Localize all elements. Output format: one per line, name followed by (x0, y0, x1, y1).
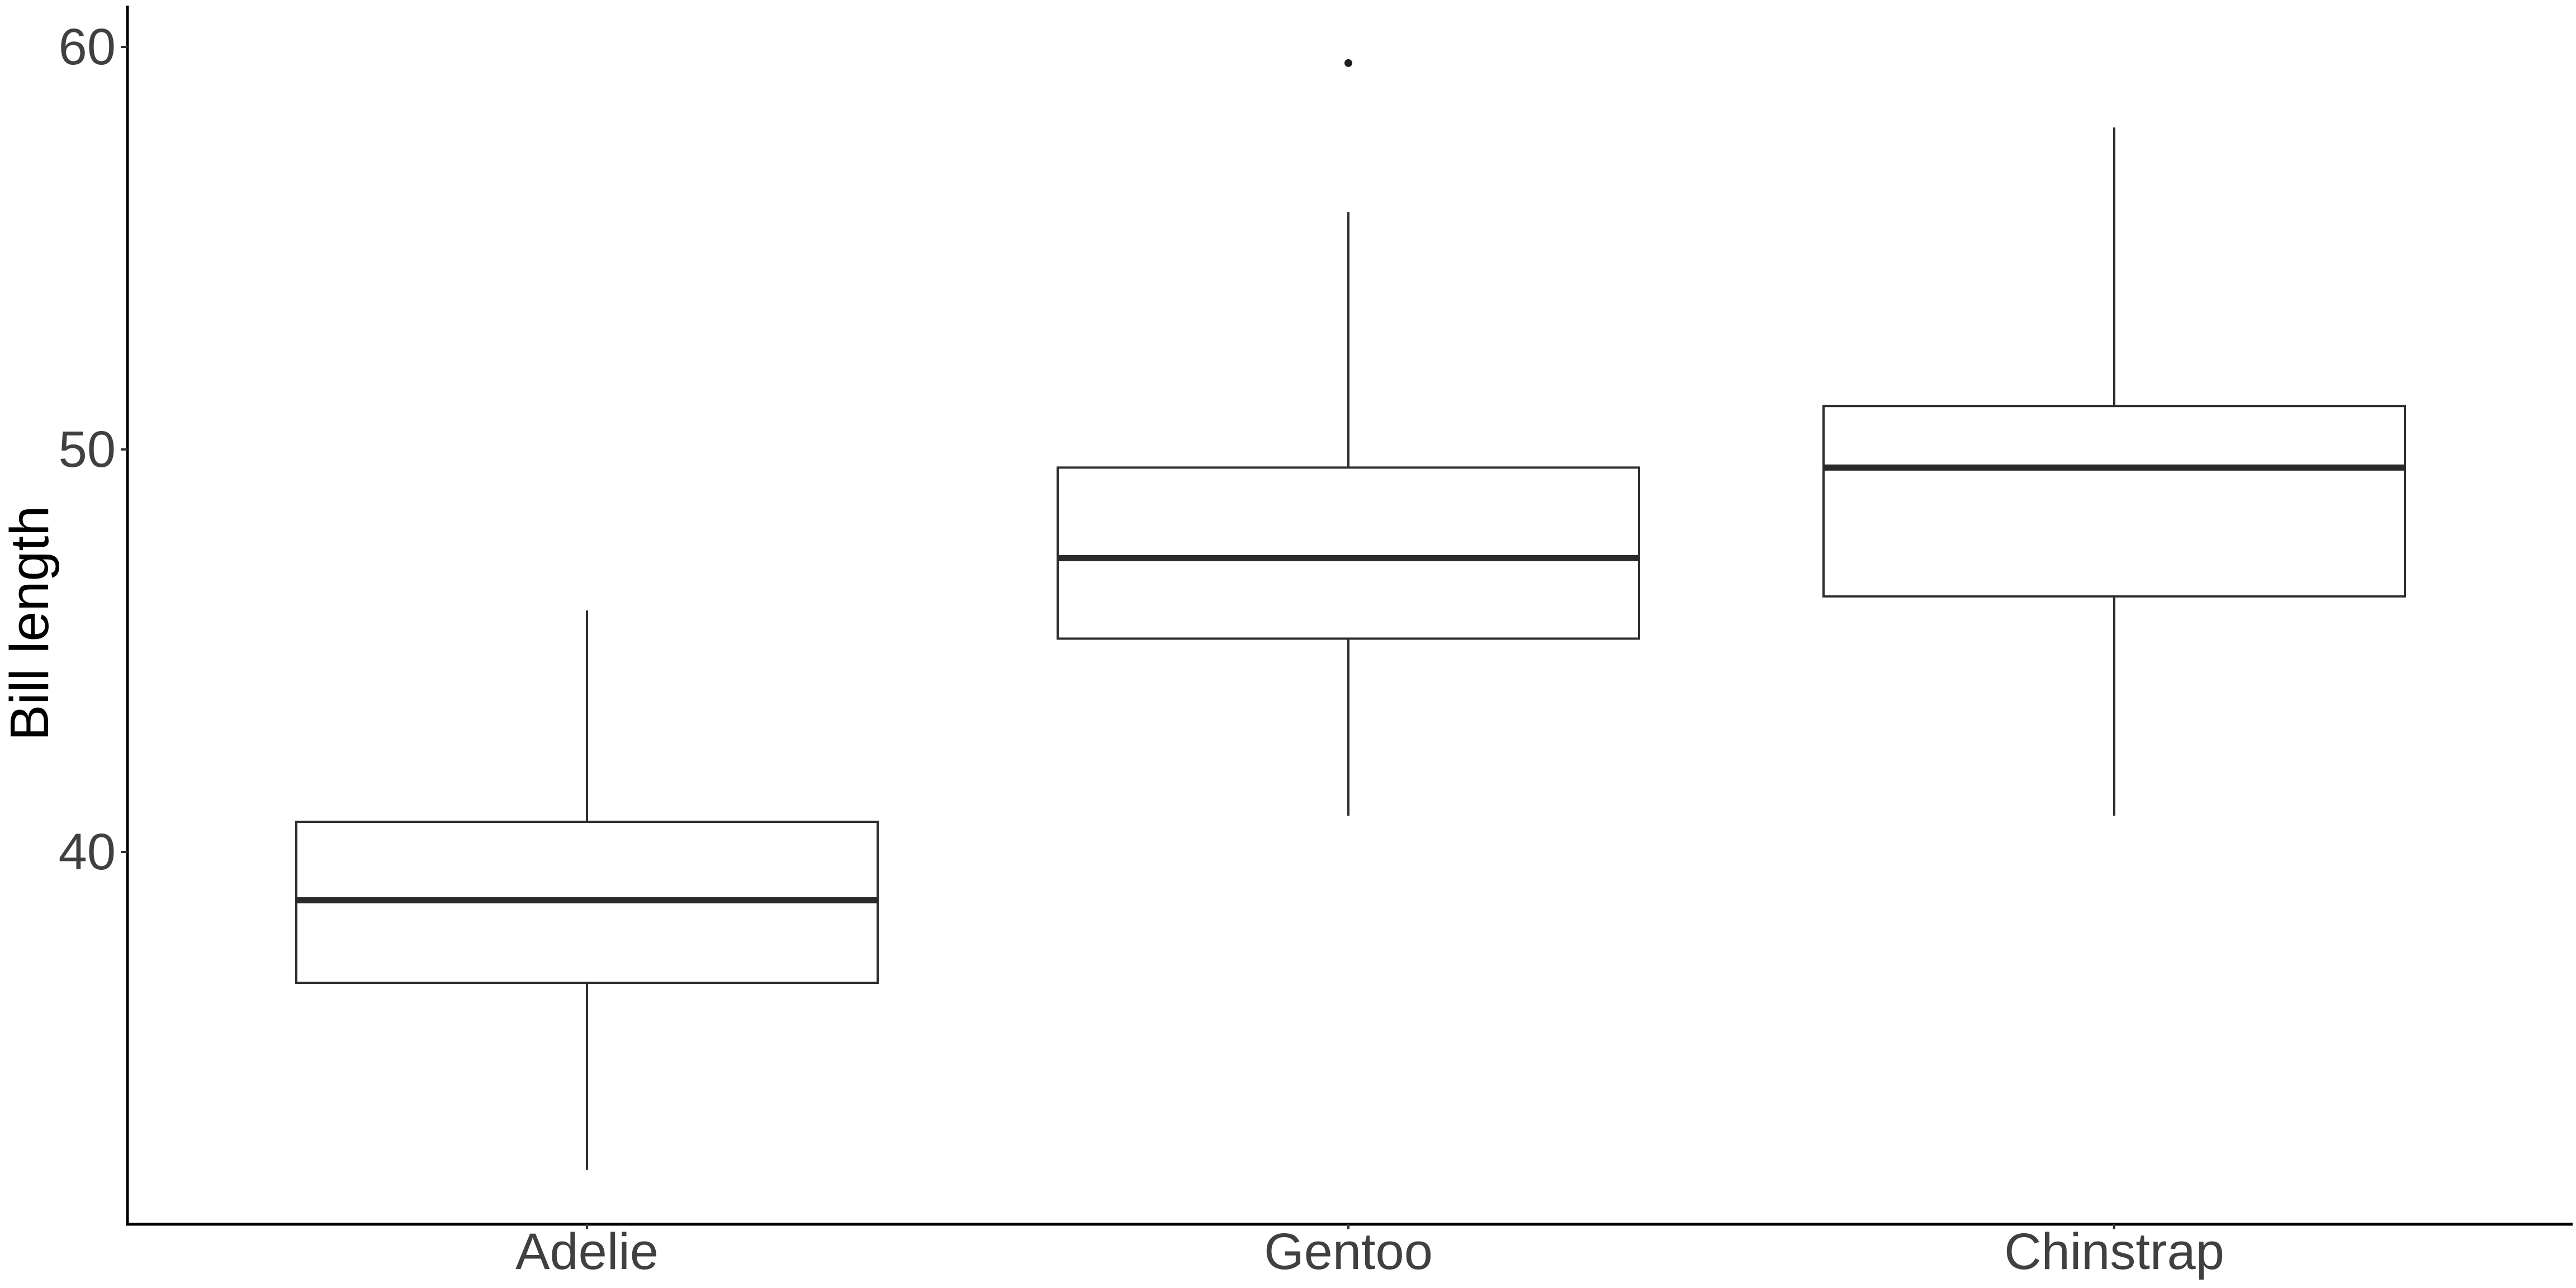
x-axis-label-adelie: Adelie (515, 1223, 659, 1280)
x-axis-label-chinstrap: Chinstrap (2004, 1223, 2224, 1280)
box-chinstrap (1822, 405, 2406, 598)
y-tick-label: 60 (59, 18, 116, 75)
y-tick-label: 40 (59, 823, 116, 880)
y-tick-label: 50 (59, 421, 116, 478)
x-axis-label-gentoo: Gentoo (1264, 1223, 1433, 1280)
box-gentoo (1057, 466, 1640, 640)
y-axis-title: Bill length (0, 506, 60, 741)
outlier-point-gentoo (1344, 59, 1352, 67)
